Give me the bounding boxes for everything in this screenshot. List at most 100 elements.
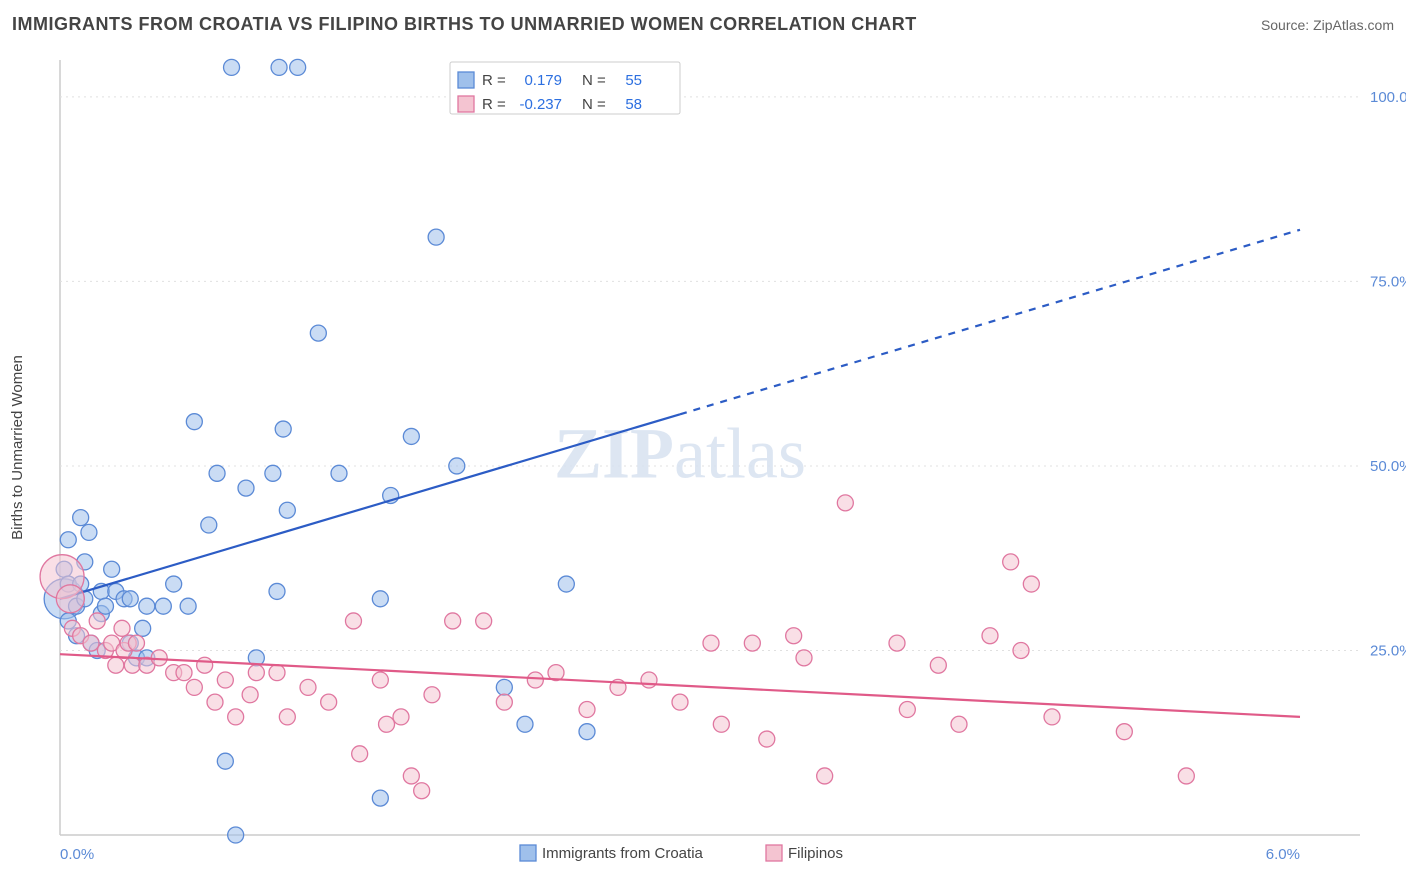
- data-point: [579, 702, 595, 718]
- data-point: [476, 613, 492, 629]
- data-point: [104, 561, 120, 577]
- data-point: [403, 428, 419, 444]
- legend-n-label: N =: [582, 72, 606, 89]
- data-point: [321, 694, 337, 710]
- data-point: [641, 672, 657, 688]
- data-point: [672, 694, 688, 710]
- y-tick-label: 75.0%: [1370, 273, 1406, 290]
- data-point: [197, 657, 213, 673]
- data-point: [269, 583, 285, 599]
- data-point: [372, 790, 388, 806]
- data-point: [166, 576, 182, 592]
- data-point: [300, 679, 316, 695]
- data-point: [242, 687, 258, 703]
- data-point: [279, 502, 295, 518]
- data-point: [201, 517, 217, 533]
- y-axis-label: Births to Unmarried Women: [9, 355, 26, 540]
- data-point: [930, 657, 946, 673]
- watermark: ZIPatlas: [554, 414, 806, 494]
- data-point: [224, 59, 240, 75]
- legend-r-value: -0.237: [519, 96, 562, 113]
- data-point: [83, 635, 99, 651]
- data-point: [89, 613, 105, 629]
- data-point: [517, 716, 533, 732]
- data-point: [1178, 768, 1194, 784]
- data-point: [1116, 724, 1132, 740]
- data-point: [744, 635, 760, 651]
- data-point: [97, 598, 113, 614]
- data-point: [796, 650, 812, 666]
- data-point: [124, 657, 140, 673]
- legend-n-value: 55: [625, 72, 642, 89]
- data-point: [310, 325, 326, 341]
- x-tick-label: 6.0%: [1266, 846, 1300, 863]
- data-point: [379, 716, 395, 732]
- series-legend-label: Filipinos: [788, 845, 843, 862]
- data-point: [265, 465, 281, 481]
- data-point: [899, 702, 915, 718]
- y-tick-label: 50.0%: [1370, 458, 1406, 475]
- data-point: [176, 665, 192, 681]
- correlation-legend: R =0.179N =55R =-0.237N =58: [450, 62, 680, 114]
- data-point: [180, 598, 196, 614]
- data-point: [279, 709, 295, 725]
- x-tick-label: 0.0%: [60, 846, 94, 863]
- data-point: [837, 495, 853, 511]
- data-point: [527, 672, 543, 688]
- legend-r-label: R =: [482, 72, 506, 89]
- y-tick-label: 100.0%: [1370, 89, 1406, 106]
- data-point: [393, 709, 409, 725]
- legend-swatch: [520, 845, 536, 861]
- data-point: [414, 783, 430, 799]
- data-point: [271, 59, 287, 75]
- data-point: [81, 524, 97, 540]
- data-point: [290, 59, 306, 75]
- data-point: [122, 591, 138, 607]
- data-point: [186, 679, 202, 695]
- data-point: [428, 229, 444, 245]
- data-point: [60, 532, 76, 548]
- data-point: [238, 480, 254, 496]
- data-point: [114, 620, 130, 636]
- data-point: [889, 635, 905, 651]
- data-point: [207, 694, 223, 710]
- data-point: [372, 591, 388, 607]
- data-point: [1013, 642, 1029, 658]
- data-point: [445, 613, 461, 629]
- data-point: [352, 746, 368, 762]
- data-point: [217, 753, 233, 769]
- data-point: [248, 665, 264, 681]
- data-point: [1003, 554, 1019, 570]
- data-point: [331, 465, 347, 481]
- legend-swatch: [458, 72, 474, 88]
- data-point: [275, 421, 291, 437]
- data-point: [217, 672, 233, 688]
- data-point: [759, 731, 775, 747]
- data-point: [209, 465, 225, 481]
- data-point: [228, 709, 244, 725]
- chart-title: IMMIGRANTS FROM CROATIA VS FILIPINO BIRT…: [12, 14, 917, 34]
- legend-r-label: R =: [482, 96, 506, 113]
- data-point: [403, 768, 419, 784]
- data-point: [496, 679, 512, 695]
- data-point: [713, 716, 729, 732]
- data-point: [786, 628, 802, 644]
- source-label: Source: ZipAtlas.com: [1261, 17, 1394, 33]
- legend-swatch: [458, 96, 474, 112]
- legend-n-label: N =: [582, 96, 606, 113]
- data-point: [579, 724, 595, 740]
- data-point: [128, 635, 144, 651]
- series-legend-label: Immigrants from Croatia: [542, 845, 704, 862]
- data-point: [424, 687, 440, 703]
- data-point: [228, 827, 244, 843]
- data-point: [135, 620, 151, 636]
- data-point: [345, 613, 361, 629]
- data-point: [372, 672, 388, 688]
- data-point: [817, 768, 833, 784]
- data-point: [186, 414, 202, 430]
- legend-n-value: 58: [625, 96, 642, 113]
- data-point: [108, 657, 124, 673]
- data-point: [73, 510, 89, 526]
- legend-swatch: [766, 845, 782, 861]
- data-point: [982, 628, 998, 644]
